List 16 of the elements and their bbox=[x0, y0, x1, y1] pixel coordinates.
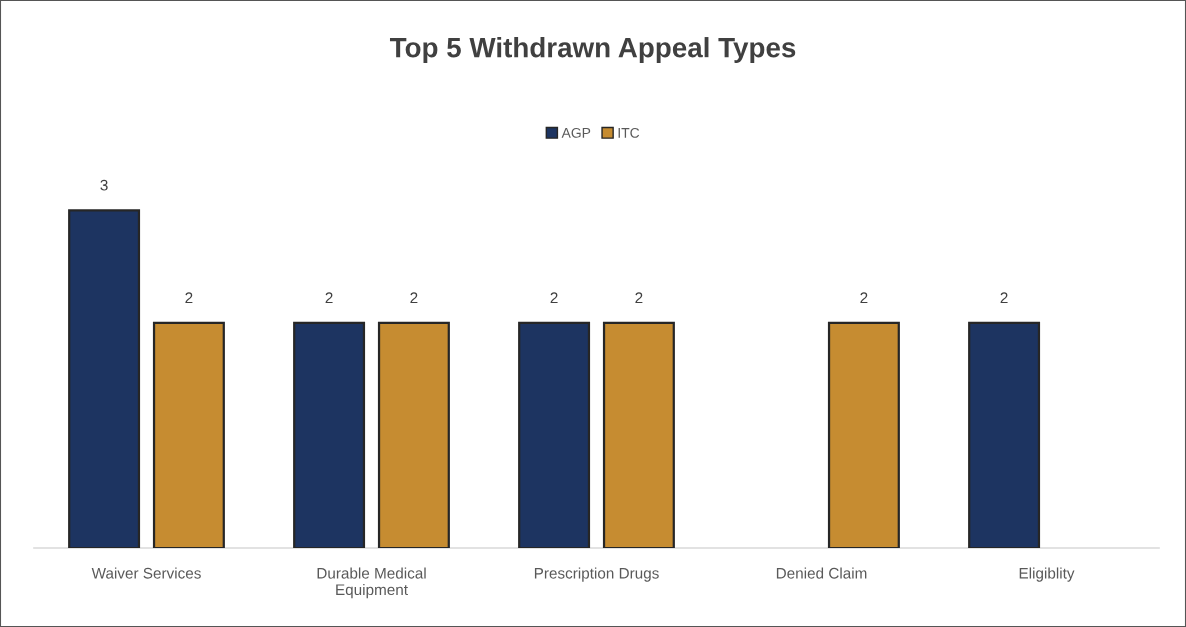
x-tick-label: Denied Claim bbox=[776, 567, 867, 579]
x-tick-label: Eligiblity bbox=[1019, 567, 1075, 582]
data-label: 2 bbox=[550, 292, 558, 304]
data-label: 2 bbox=[325, 292, 333, 304]
x-tick-label: Prescription Drugs bbox=[534, 567, 659, 582]
data-label: 2 bbox=[410, 292, 418, 304]
data-label: 2 bbox=[1000, 292, 1008, 304]
x-tick-label: Durable Medical Equipment bbox=[317, 567, 426, 599]
chart-title: Top 5 Withdrawn Appeal Types bbox=[389, 37, 796, 63]
x-tick-label: Waiver Services bbox=[91, 567, 201, 579]
data-label: 2 bbox=[635, 292, 643, 304]
data-label: 3 bbox=[100, 179, 108, 191]
data-label: 2 bbox=[860, 292, 868, 304]
legend-label: ITC bbox=[618, 127, 640, 138]
legend-label: AGP bbox=[561, 127, 591, 138]
data-label: 2 bbox=[185, 292, 193, 304]
